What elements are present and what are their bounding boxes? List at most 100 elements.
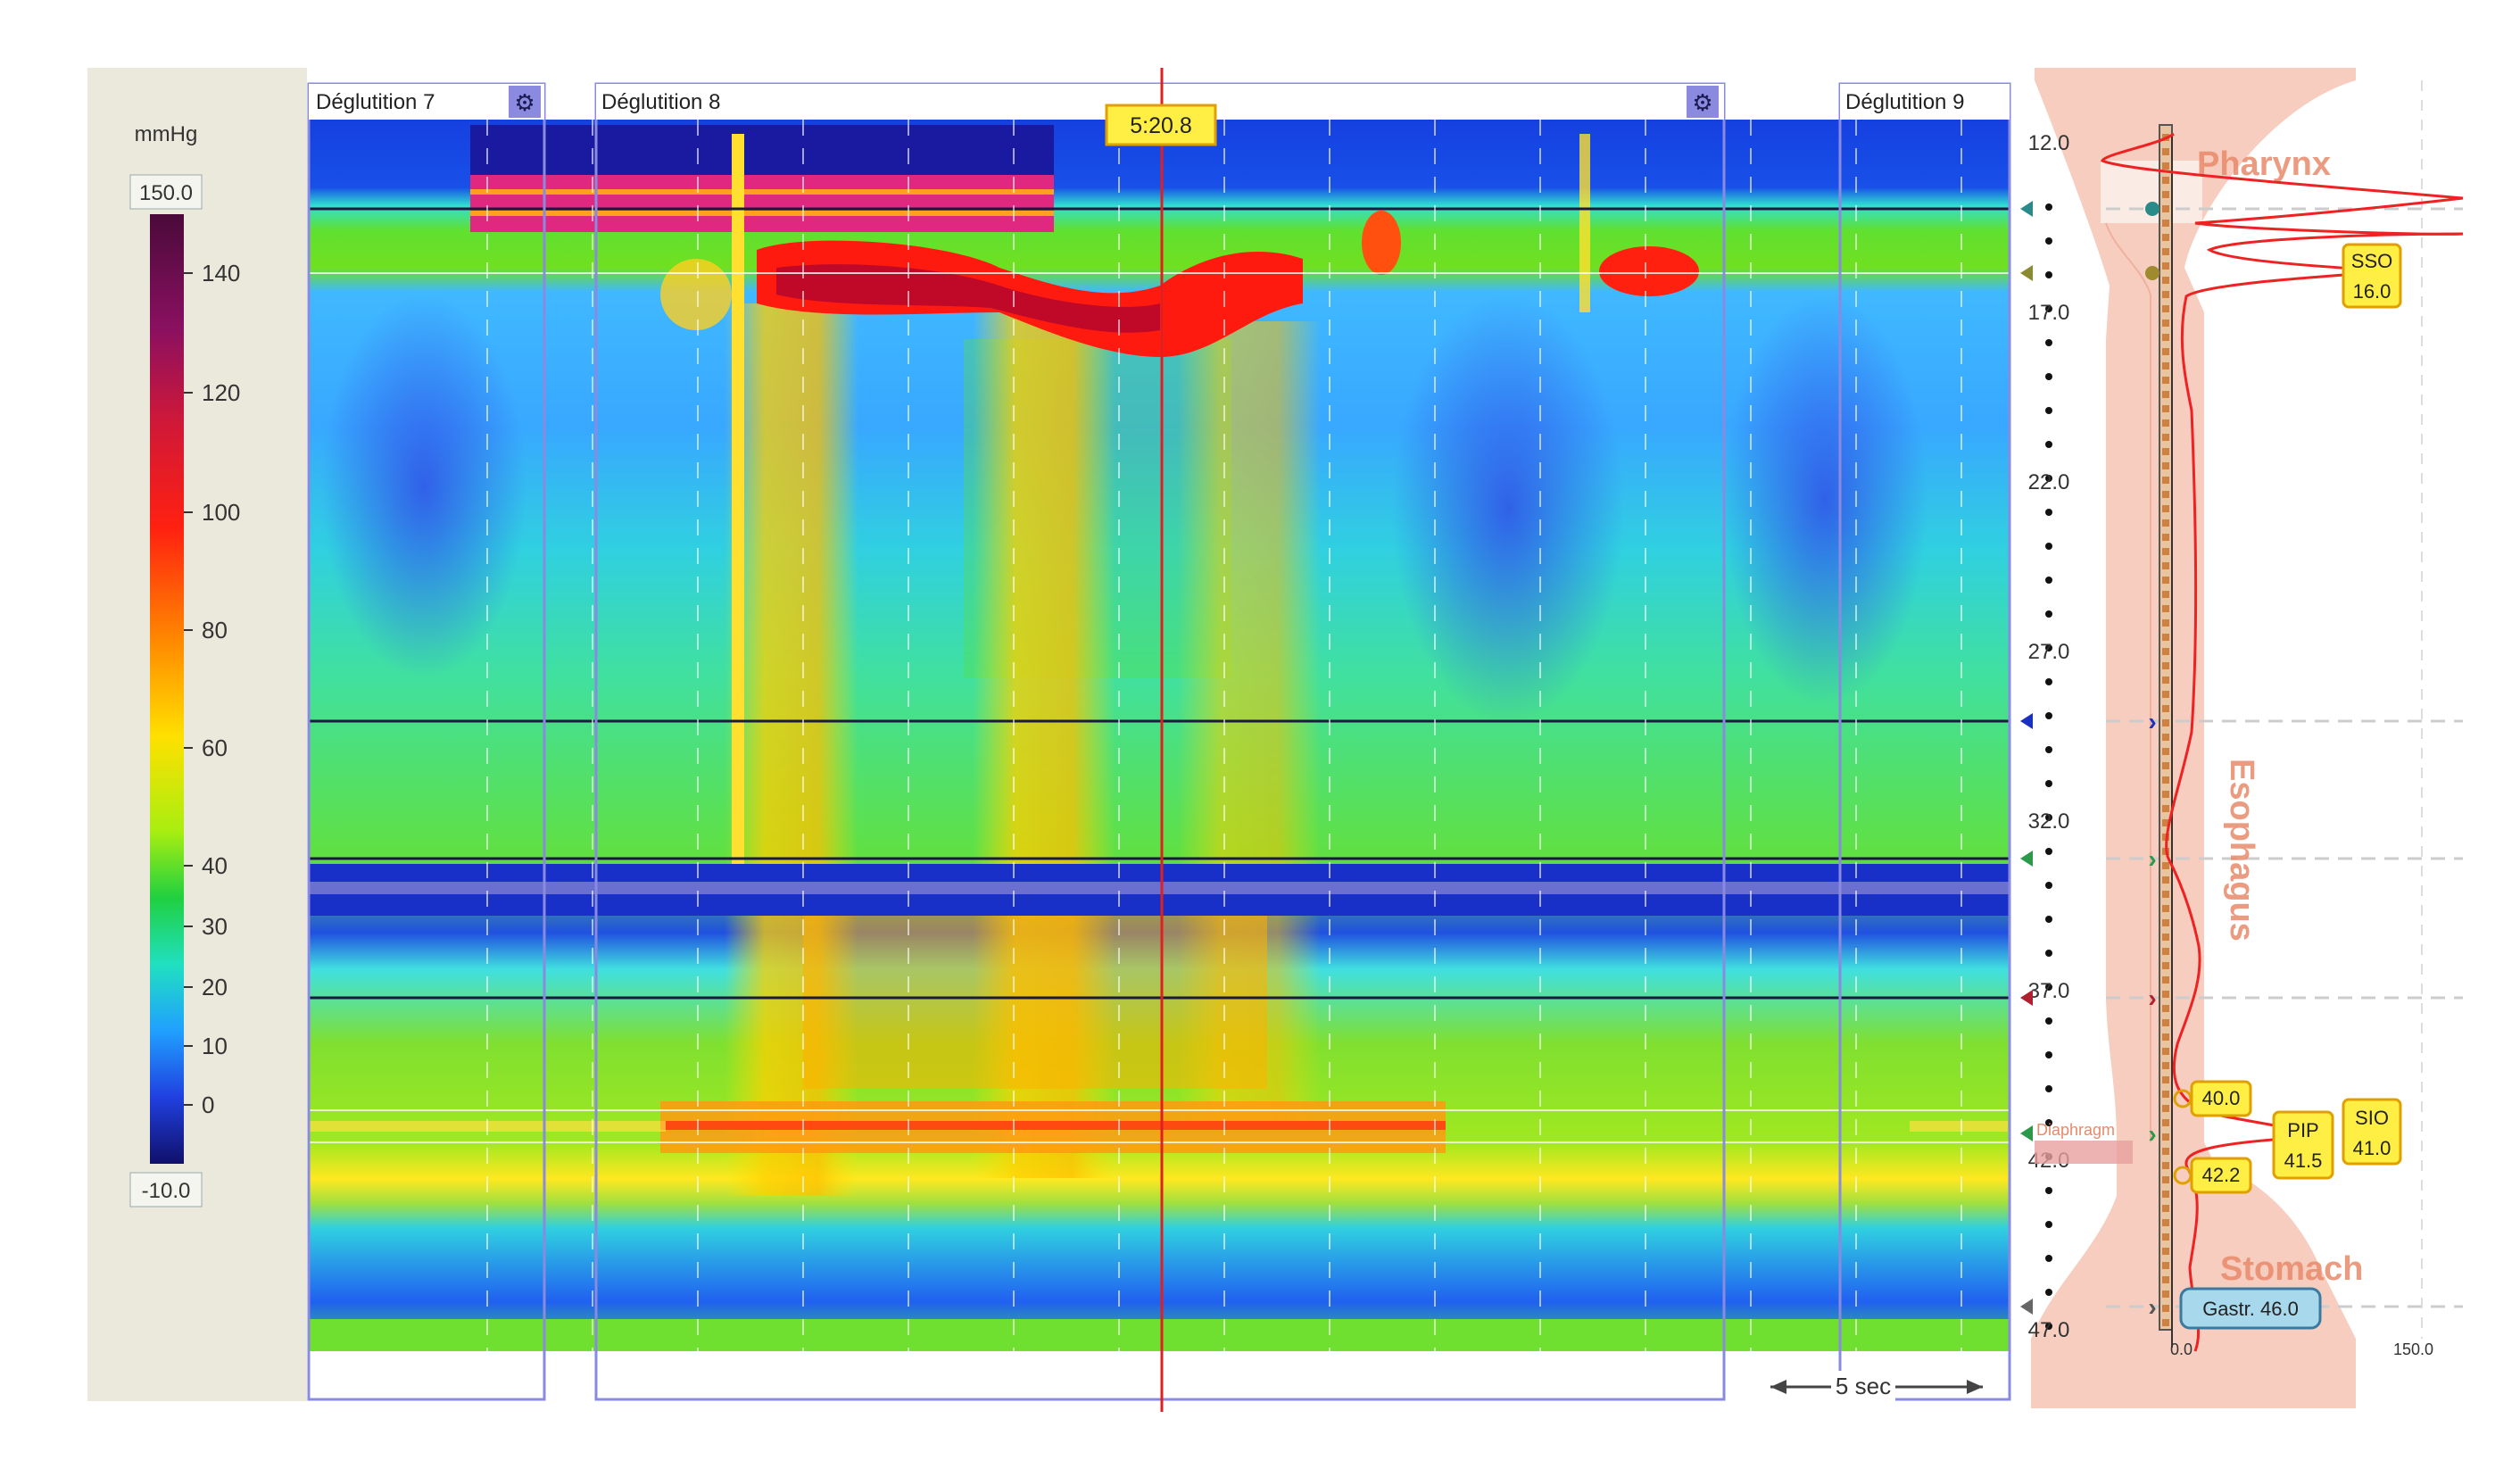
heatmap-swallow-spike — [732, 134, 744, 901]
gastric-value: Gastr. 46.0 — [2202, 1298, 2299, 1320]
time-scale-label: 5 sec — [1836, 1373, 1891, 1399]
catheter-sensor — [2162, 734, 2169, 741]
marker-40-value: 40.0 — [2202, 1087, 2241, 1109]
colorbar-max-box[interactable] — [129, 174, 203, 210]
catheter-sensor — [2162, 162, 2169, 170]
catheter-sensor — [2162, 1219, 2169, 1226]
catheter-sensor — [2162, 691, 2169, 698]
chevron-right-icon[interactable]: › — [2148, 984, 2156, 1012]
landmark-arrow-icon[interactable] — [2020, 990, 2033, 1006]
landmark-dot[interactable] — [2145, 266, 2159, 280]
catheter-sensor — [2162, 477, 2169, 484]
catheter-sensor — [2162, 305, 2169, 312]
colorbar-min-box[interactable] — [129, 1172, 203, 1208]
heatmap-contraction — [776, 264, 1160, 333]
catheter-sensor — [2162, 1319, 2169, 1326]
depth-tick-label: 22.0 — [2028, 470, 2070, 494]
colorbar-gradient — [150, 214, 184, 1164]
landmark-arrow-icon[interactable] — [2020, 851, 2033, 867]
catheter-sensor — [2162, 391, 2169, 398]
catheter-sensor — [2162, 362, 2169, 369]
depth-dot — [2045, 1187, 2052, 1194]
cursor-time: 5:20.8 — [1130, 113, 1192, 138]
catheter-sensor — [2162, 248, 2169, 255]
landmark-arrow-icon[interactable] — [2020, 713, 2033, 729]
sio-value: 41.0 — [2353, 1137, 2392, 1159]
swallow-window-header — [1840, 84, 2010, 120]
heatmap-ues-band — [470, 175, 1054, 232]
chevron-right-icon[interactable]: › — [2148, 1120, 2156, 1148]
colorbar-tick-label: 0 — [202, 1091, 214, 1118]
colorbar-min: -10.0 — [142, 1179, 191, 1203]
heatmap-les-band — [660, 1121, 1446, 1130]
catheter-sensor — [2162, 1076, 2169, 1083]
heatmap-swallow-spike — [1579, 134, 1590, 312]
chevron-right-icon[interactable]: › — [2148, 708, 2156, 735]
profile-x-max: 150.0 — [2393, 1340, 2433, 1358]
depth-dot — [2045, 950, 2052, 957]
catheter-sensor — [2162, 291, 2169, 298]
landmark-arrow-icon[interactable] — [2020, 1299, 2033, 1315]
swallow-label: Déglutition 8 — [601, 90, 720, 114]
heatmap-blue-zone — [1392, 295, 1624, 723]
catheter-sensor — [2162, 1205, 2169, 1212]
gear-button[interactable] — [1687, 86, 1719, 118]
catheter-sensor — [2162, 234, 2169, 241]
catheter-sensor — [2162, 748, 2169, 755]
depth-dot — [2045, 644, 2052, 652]
catheter-sensor — [2162, 491, 2169, 498]
landmark-arrow-icon[interactable] — [2020, 1125, 2033, 1141]
depth-tick-label: 37.0 — [2028, 979, 2070, 1003]
cursor-time-box[interactable] — [1105, 104, 1217, 146]
sio-marker[interactable] — [2342, 1098, 2402, 1166]
heatmap-ues-band — [470, 211, 1054, 216]
catheter-sensor — [2162, 1062, 2169, 1069]
catheter-sensor — [2162, 1005, 2169, 1012]
catheter-sensor — [2162, 148, 2169, 155]
marker-40-dot[interactable] — [2173, 1089, 2193, 1108]
pressure-heatmap[interactable] — [309, 120, 2010, 1401]
heatmap-ues-band — [470, 125, 1054, 175]
landmark-dot[interactable] — [2145, 202, 2159, 216]
depth-dot — [2045, 1255, 2052, 1262]
catheter-sensor — [2162, 791, 2169, 798]
swallow-window-9[interactable]: Déglutition 9 — [1838, 82, 2011, 1401]
time-grid — [486, 120, 1962, 1401]
landmark-arrow-icon[interactable] — [2020, 265, 2033, 281]
chevron-right-icon[interactable]: › — [2148, 845, 2156, 873]
diaphragm-label: Diaphragm — [2036, 1121, 2115, 1139]
sso-label: SSO — [2351, 250, 2392, 272]
catheter-sensor — [2162, 619, 2169, 627]
catheter-sensor — [2162, 1305, 2169, 1312]
pip-value: 41.5 — [2284, 1149, 2323, 1172]
marker-42-dot[interactable] — [2173, 1166, 2193, 1185]
catheter-sensor — [2162, 1262, 2169, 1269]
catheter-sensor — [2162, 277, 2169, 284]
catheter-sensor — [2162, 991, 2169, 998]
catheter-sensor — [2162, 262, 2169, 270]
catheter-sensor — [2162, 591, 2169, 598]
colorbar-tick-label: 100 — [202, 499, 240, 526]
depth-dot — [2045, 271, 2052, 278]
pip-marker[interactable] — [2272, 1110, 2334, 1180]
gastric-marker[interactable] — [2179, 1287, 2322, 1330]
colorbar-tick-label: 140 — [202, 260, 240, 286]
esophagus-label: Esophagus — [2223, 759, 2260, 942]
landmark-arrow-icon[interactable] — [2020, 201, 2033, 217]
gear-button[interactable] — [509, 86, 541, 118]
catheter-sensor — [2162, 1276, 2169, 1283]
diaphragm-band — [2035, 1141, 2133, 1164]
depth-dot — [2045, 916, 2052, 923]
esophagus-profile-panel[interactable]: 12.017.022.027.032.037.042.047.0 › › › ›… — [2020, 68, 2464, 1408]
stomach-label: Stomach — [2220, 1250, 2363, 1288]
swallow-window-7[interactable]: Déglutition 7 ⚙ — [307, 82, 546, 1401]
catheter-sensor — [2162, 605, 2169, 612]
sso-marker[interactable] — [2342, 243, 2402, 309]
chevron-right-icon[interactable]: › — [2148, 1293, 2156, 1321]
catheter-sensor — [2162, 948, 2169, 955]
colorbar-unit: mmHg — [135, 122, 198, 146]
sio-label: SIO — [2355, 1107, 2389, 1129]
catheter-sensor — [2162, 191, 2169, 198]
depth-dot — [2045, 814, 2052, 821]
